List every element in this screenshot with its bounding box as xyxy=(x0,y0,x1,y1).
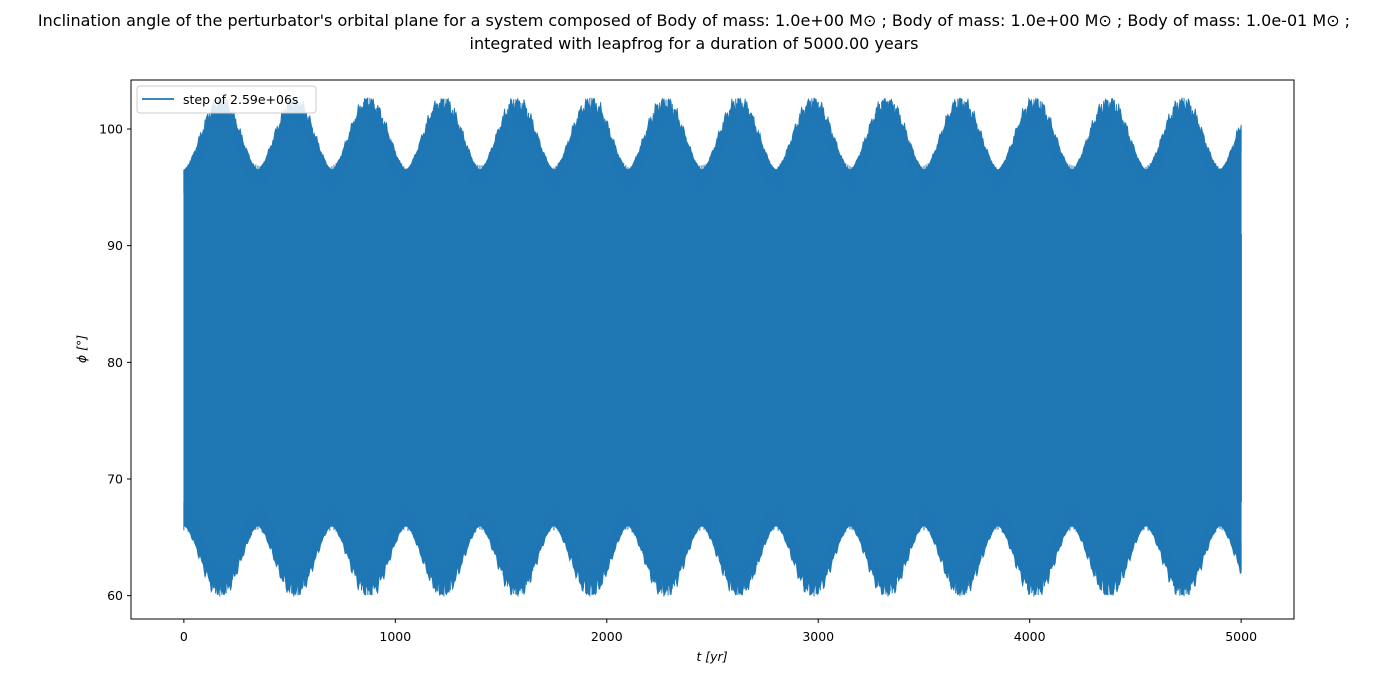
x-axis-ticks: 0 1000 2000 3000 4000 5000 xyxy=(180,619,1257,644)
series-line-band xyxy=(183,97,1242,596)
y-tick-label: 60 xyxy=(107,588,123,603)
y-tick-label: 90 xyxy=(107,238,123,253)
x-tick-label: 3000 xyxy=(802,629,834,644)
chart-subtitle: integrated with leapfrog for a duration … xyxy=(470,34,919,53)
y-tick-label: 80 xyxy=(107,355,123,370)
x-axis-label: t [yr] xyxy=(696,649,727,664)
y-axis-label: ϕ [°] xyxy=(74,335,89,363)
x-tick-label: 4000 xyxy=(1014,629,1046,644)
x-tick-label: 0 xyxy=(180,629,188,644)
plot-area xyxy=(183,97,1242,597)
y-axis-ticks: 60 70 80 90 100 xyxy=(99,122,131,603)
y-tick-label: 70 xyxy=(107,472,123,487)
x-tick-label: 1000 xyxy=(379,629,411,644)
series-line-oscillation xyxy=(183,97,1242,597)
x-tick-label: 2000 xyxy=(591,629,623,644)
axes-frame xyxy=(130,79,1295,620)
legend: step of 2.59e+06s xyxy=(136,85,317,114)
legend-label: step of 2.59e+06s xyxy=(183,92,298,107)
y-tick-label: 100 xyxy=(99,122,123,137)
chart-title: Inclination angle of the perturbator's o… xyxy=(38,11,1350,30)
x-tick-label: 5000 xyxy=(1225,629,1257,644)
legend-box xyxy=(136,85,317,114)
